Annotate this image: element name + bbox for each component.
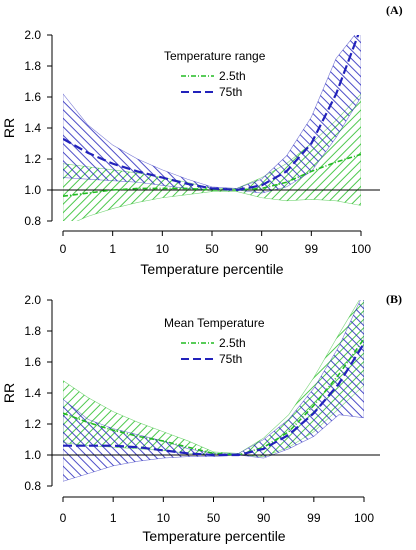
x-tick-label: 10 — [157, 511, 171, 525]
panel-a-ylabel: RR — [1, 118, 17, 138]
panel-b-plot-area — [63, 300, 364, 482]
series-line-2-5th — [63, 153, 361, 197]
y-tick-label: 1.6 — [24, 90, 41, 104]
x-tick-label: 90 — [255, 242, 269, 256]
series-line-2-5th — [63, 338, 364, 456]
y-tick-label: 2.0 — [24, 293, 41, 307]
x-tick-label: 100 — [351, 242, 371, 256]
panel-a-plot-area — [63, 35, 361, 221]
panel-a-legend: Temperature range 2.5th 75th — [164, 49, 266, 99]
panel-b-legend-75th: 75th — [219, 352, 242, 366]
series-line-75th — [63, 342, 364, 457]
y-tick-label: 1.4 — [24, 386, 41, 400]
series-line-75th — [63, 35, 360, 192]
y-tick-label: 1.0 — [24, 448, 41, 462]
x-tick-label: 90 — [257, 511, 271, 525]
y-tick-label: 1.8 — [24, 59, 41, 73]
y-tick-label: 1.6 — [24, 355, 41, 369]
y-tick-label: 1.0 — [24, 183, 41, 197]
panel-a-legend-2-5th: 2.5th — [219, 69, 246, 83]
x-tick-label: 1 — [109, 242, 116, 256]
y-tick-label: 0.8 — [24, 479, 41, 493]
x-tick-label: 0 — [60, 242, 67, 256]
panel-b-label: (B) — [386, 292, 402, 306]
x-tick-label: 1 — [110, 511, 117, 525]
x-tick-label: 100 — [354, 511, 374, 525]
panel-a-xlabel: Temperature percentile — [140, 261, 283, 277]
x-tick-label: 0 — [60, 511, 67, 525]
y-tick-label: 1.4 — [24, 121, 41, 135]
ci-band-75th — [63, 35, 361, 194]
y-tick-label: 1.8 — [24, 324, 41, 338]
panel-b-legend-title: Mean Temperature — [164, 316, 265, 330]
x-tick-label: 99 — [305, 242, 319, 256]
panel-a-legend-title: Temperature range — [164, 49, 266, 63]
y-tick-label: 2.0 — [24, 28, 41, 42]
x-tick-label: 10 — [156, 242, 170, 256]
panel-a: (A) RR Temperature percentile 0.8 1.0 1.2 1… — [1, 3, 403, 277]
panel-b-ylabel: RR — [1, 383, 17, 403]
panel-b-xlabel: Temperature percentile — [142, 528, 285, 544]
panel-b-legend-2-5th: 2.5th — [219, 336, 246, 350]
x-tick-label: 50 — [207, 511, 221, 525]
panel-a-label: (A) — [386, 3, 403, 17]
x-tick-label: 99 — [307, 511, 321, 525]
panel-b-legend: Mean Temperature 2.5th 75th — [164, 316, 265, 366]
x-tick-label: 50 — [205, 242, 219, 256]
y-tick-label: 1.2 — [24, 152, 41, 166]
panel-b: (B) RR Temperature percentile 0.8 1.0 1.2 1… — [1, 292, 402, 544]
panel-a-x-axis: 0 1 10 50 90 99 100 — [60, 230, 371, 256]
y-tick-label: 1.2 — [24, 417, 41, 431]
panel-b-x-axis: 0 1 10 50 90 99 100 — [60, 496, 374, 525]
panel-a-legend-75th: 75th — [219, 85, 242, 99]
y-tick-label: 0.8 — [24, 214, 41, 228]
